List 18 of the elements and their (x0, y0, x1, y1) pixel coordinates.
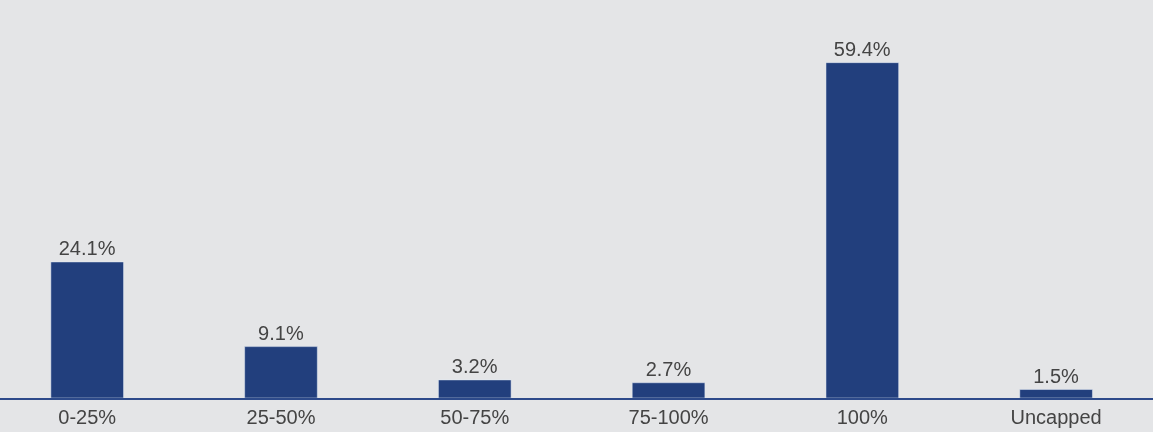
x-tick-label: 75-100% (628, 406, 709, 428)
bar (631, 382, 706, 398)
bar (438, 379, 512, 398)
data-label: 9.1% (258, 321, 304, 344)
data-label: 3.2% (451, 354, 498, 377)
x-tick-label: 50-75% (440, 406, 510, 428)
data-label: 59.4% (833, 37, 891, 60)
bar (825, 62, 899, 398)
bar (244, 346, 318, 398)
x-tick-label: 100% (836, 406, 889, 428)
data-label: 1.5% (1033, 364, 1080, 387)
data-label: 2.7% (645, 357, 692, 380)
x-tick-label: Uncapped (1010, 406, 1102, 428)
bar (50, 261, 124, 398)
bar (1019, 389, 1093, 398)
data-label: 24.1% (58, 236, 116, 259)
x-tick-label: 0-25% (58, 406, 117, 428)
x-tick-label: 25-50% (246, 406, 316, 428)
